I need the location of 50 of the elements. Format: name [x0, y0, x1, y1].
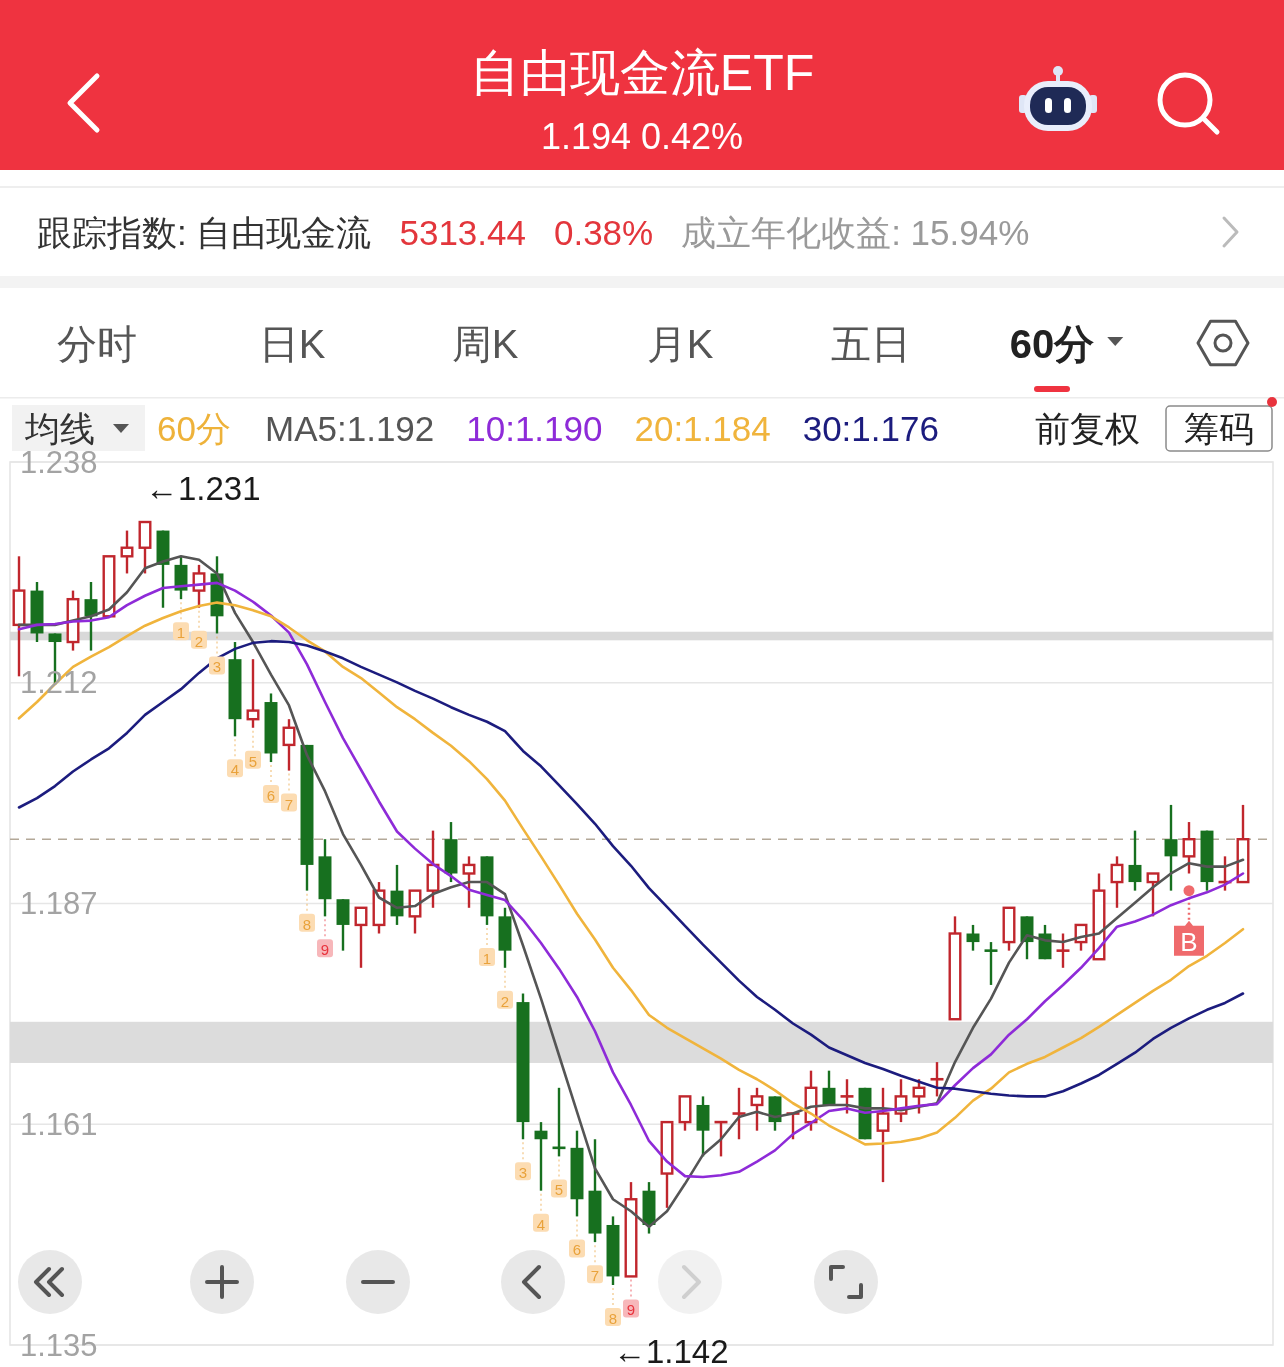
candlestick: [731, 1086, 747, 1141]
text: 20:1.184: [634, 408, 771, 448]
text: 跟踪指数: 自由现金流: [37, 212, 372, 252]
text: MA5:1.192: [265, 408, 435, 448]
annotation: 5: [248, 752, 258, 770]
annotation: 9: [320, 940, 330, 958]
annotation: ←1.231: [145, 469, 261, 507]
annotation: 1: [176, 623, 186, 641]
text: 筹码: [1184, 408, 1254, 448]
candlestick: [876, 1086, 890, 1184]
text: 30:1.176: [802, 408, 939, 448]
annotation: 3: [518, 1163, 528, 1181]
text: 月K: [646, 322, 714, 366]
candlestick: [984, 940, 998, 987]
annotation: 8: [302, 915, 312, 933]
candlestick: [1164, 803, 1178, 892]
text: 五日: [831, 322, 911, 366]
annotation: 4: [230, 760, 240, 778]
annotation: 2: [500, 992, 510, 1010]
y-tick-label: 1.187: [20, 886, 98, 921]
text: 分时: [57, 322, 137, 366]
text: 10:1.190: [466, 408, 603, 448]
text: 60分: [157, 408, 231, 448]
annotation: 7: [590, 1266, 600, 1284]
annotation: 6: [266, 786, 276, 804]
annotation: 9: [626, 1300, 636, 1318]
chart-subtitle: 1.194 0.42%: [540, 115, 744, 157]
line-series: [17, 639, 1245, 1098]
y-tick-label: 1.161: [20, 1106, 98, 1142]
y-tick-label: 1.135: [20, 1327, 98, 1363]
text: 成立年化收益: 15.94%: [681, 212, 1030, 252]
text: 0.38%: [553, 212, 654, 252]
candlestick: [1128, 829, 1142, 892]
text: 前复权: [1035, 408, 1140, 448]
text: 60分: [1009, 322, 1095, 366]
annotation: 8: [608, 1309, 618, 1327]
text: 日K: [258, 322, 326, 366]
text: 5313.44: [399, 212, 526, 252]
annotation: 4: [536, 1215, 546, 1233]
text: 周K: [451, 322, 519, 366]
annotation: 6: [572, 1240, 582, 1258]
annotation: B: [1180, 926, 1198, 957]
annotation: 3: [212, 657, 222, 675]
annotation: ←1.142: [613, 1332, 729, 1367]
annotation: 1: [482, 949, 492, 967]
chart-title: 自由现金流ETF: [469, 45, 815, 101]
annotation: 5: [554, 1180, 564, 1198]
annotation: 2: [194, 632, 204, 650]
text: 均线: [24, 408, 95, 448]
annotation: 7: [284, 795, 294, 813]
